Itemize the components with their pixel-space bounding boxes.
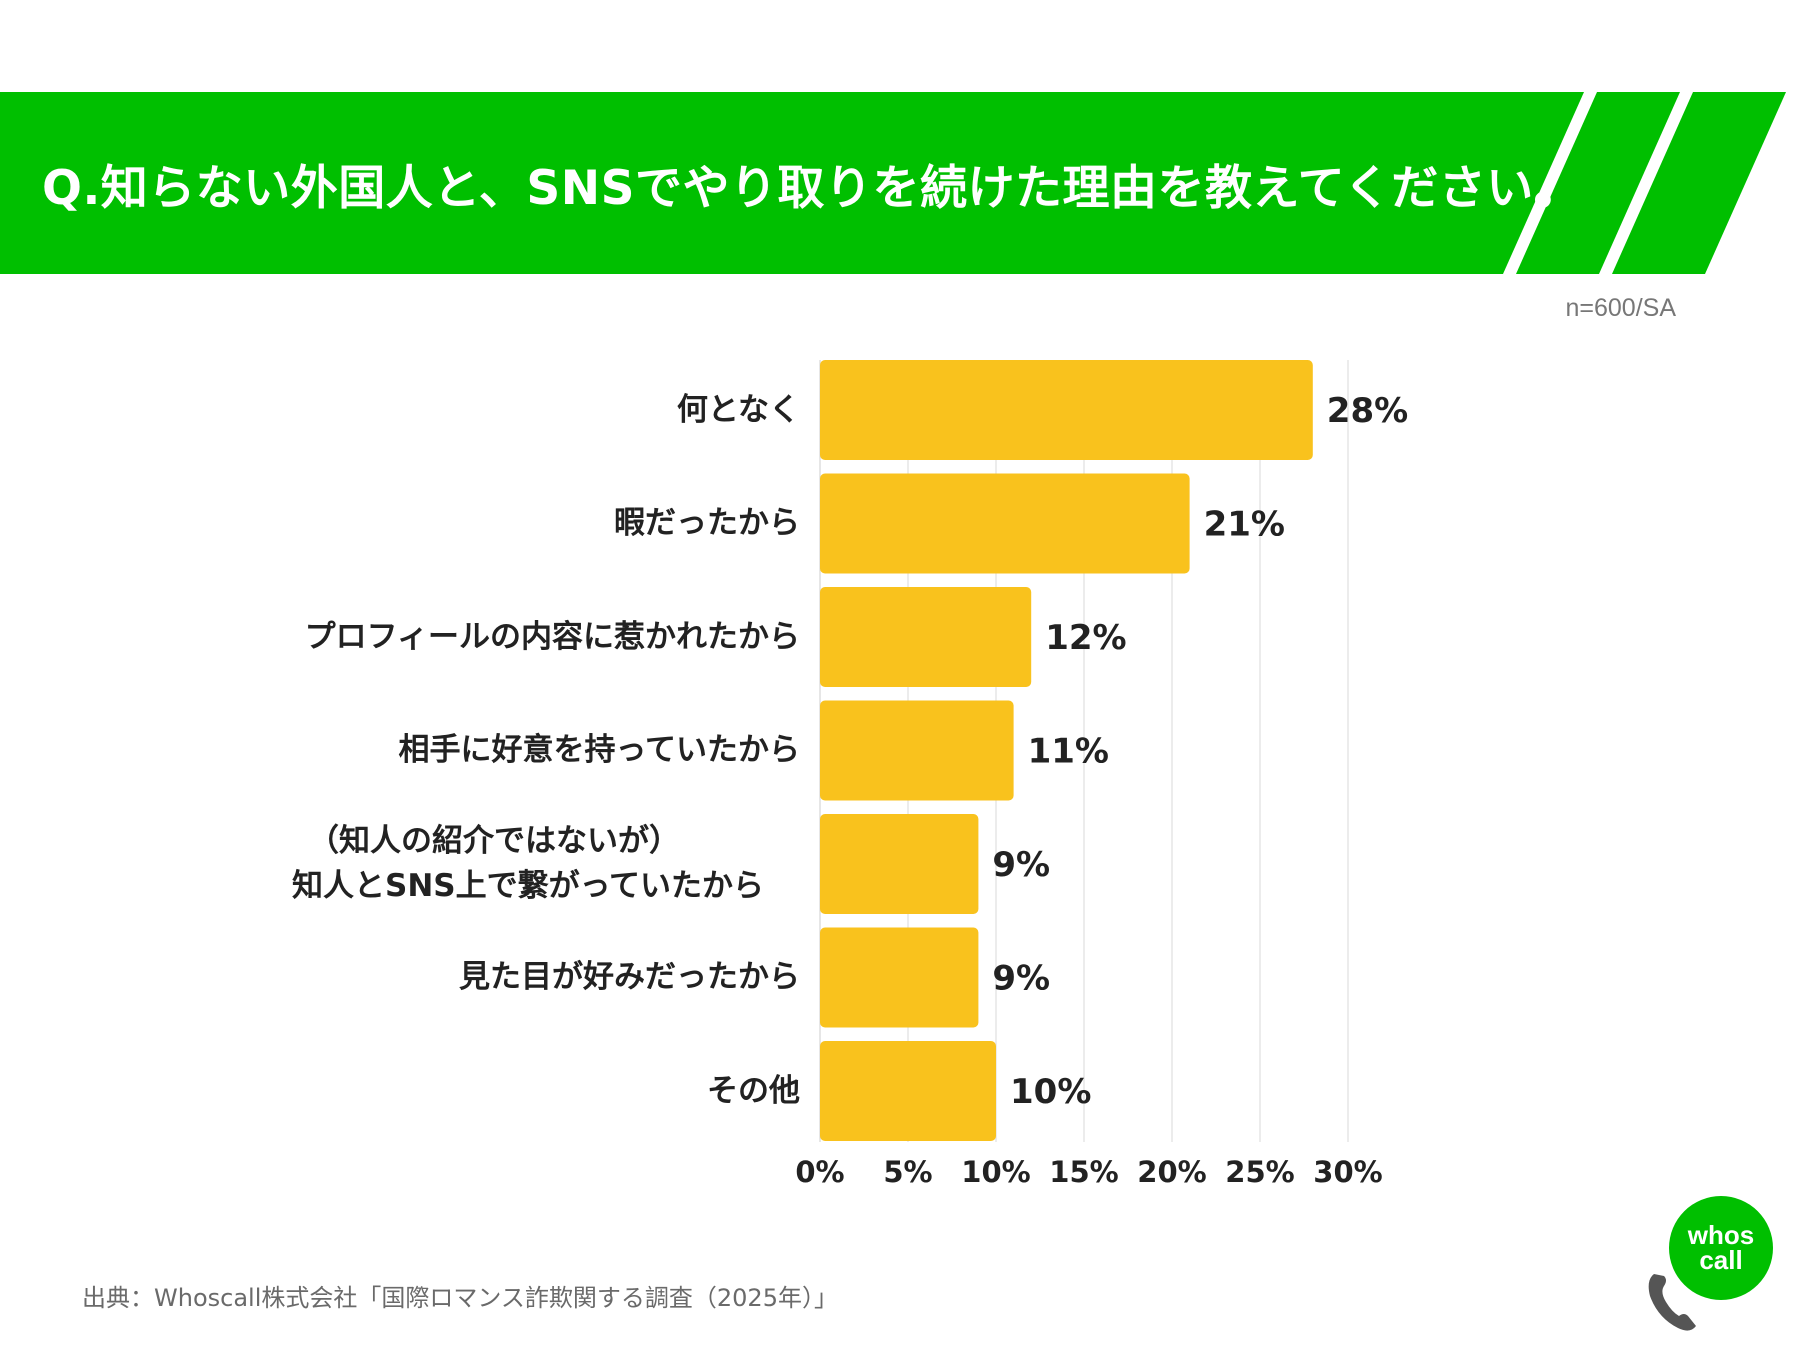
- x-tick-label-20: 20%: [1137, 1155, 1206, 1189]
- x-tick-label-0: 0%: [795, 1155, 844, 1189]
- value-label-4: 9%: [992, 845, 1050, 885]
- logo-badge: whos call: [1669, 1196, 1773, 1300]
- source-note: 出典：Whoscall株式会社「国際ロマンス詐欺関する調査（2025年）」: [82, 1284, 838, 1312]
- x-tick-label-30: 30%: [1313, 1155, 1382, 1189]
- bar-3: [820, 700, 1014, 801]
- x-tick-label-25: 25%: [1225, 1155, 1294, 1189]
- value-label-1: 21%: [1204, 505, 1285, 545]
- value-label-0: 28%: [1327, 391, 1408, 431]
- category-label-2: プロフィールの内容に惹かれたから: [304, 618, 800, 655]
- value-label-5: 9%: [992, 959, 1050, 999]
- value-label-3: 11%: [1028, 732, 1109, 772]
- x-tick-label-10: 10%: [961, 1155, 1030, 1189]
- category-label-5: 見た目が好みだったから: [459, 959, 800, 996]
- chart-title: Q.知らない外国人と、SNSでやり取りを続けた理由を教えてください。: [42, 160, 1582, 216]
- category-label-1: 暇だったから: [614, 505, 800, 542]
- bar-4: [820, 814, 979, 914]
- bar-1: [820, 473, 1190, 574]
- phone-icon: [1648, 1274, 1696, 1331]
- category-label-6: その他: [707, 1072, 800, 1109]
- category-label-0: 何となく: [676, 391, 800, 428]
- bar-0: [820, 360, 1313, 460]
- logo-text-line2: call: [1699, 1245, 1743, 1275]
- category-label-3: 相手に好意を持っていたから: [398, 732, 800, 769]
- whoscall-logo: whos call: [1644, 1196, 1774, 1336]
- bar-6: [820, 1041, 996, 1141]
- logo-text-line1: whos: [1687, 1220, 1755, 1250]
- x-tick-label-5: 5%: [883, 1155, 932, 1189]
- value-label-2: 12%: [1045, 618, 1126, 658]
- x-tick-label-15: 15%: [1049, 1155, 1118, 1189]
- value-label-6: 10%: [1010, 1072, 1091, 1112]
- bar-5: [820, 927, 979, 1028]
- category-label-4: （知人の紹介ではないが） 知人とSNS上で繋がっていたから: [292, 823, 765, 904]
- sample-size-note: n=600/SA: [1565, 294, 1676, 322]
- bar-2: [820, 587, 1032, 687]
